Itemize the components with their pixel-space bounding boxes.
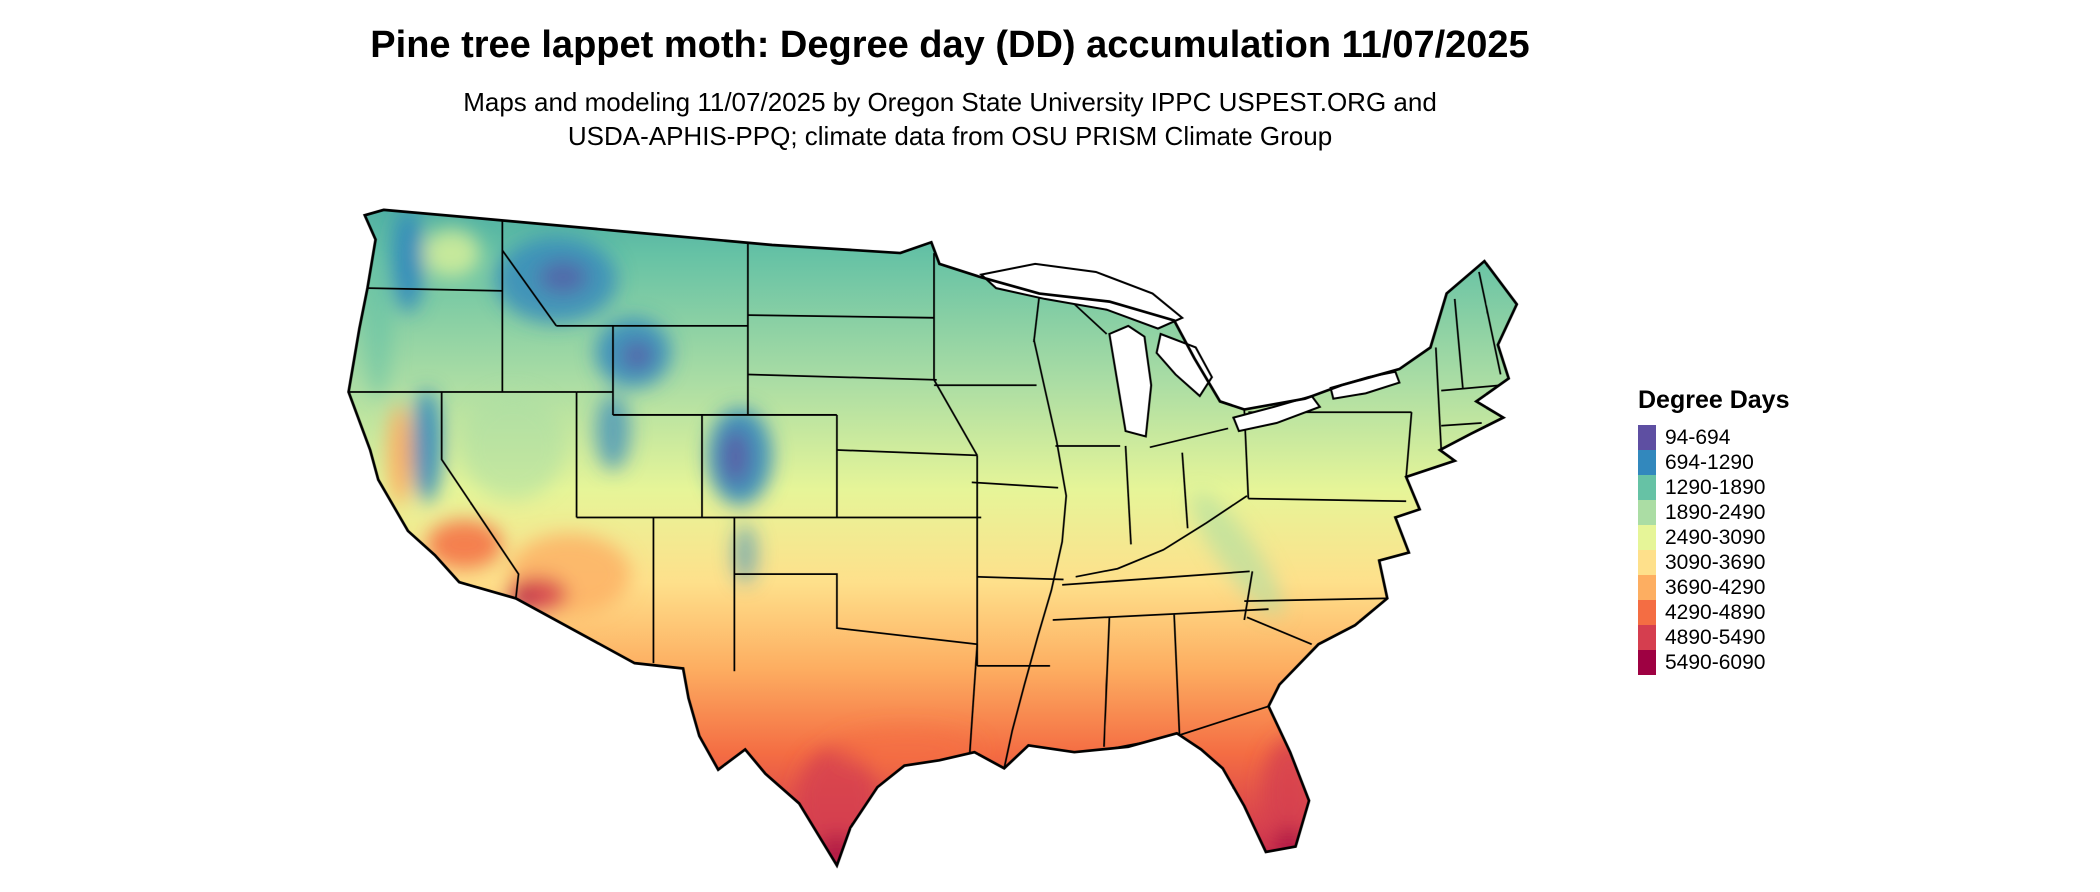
us-outline xyxy=(347,208,1519,869)
state-borders xyxy=(348,220,1502,769)
legend-row: 94-694 xyxy=(1638,425,1789,450)
legend-label: 5490-6090 xyxy=(1665,651,1766,674)
legend-label: 694-1290 xyxy=(1665,451,1754,474)
legend-row: 4290-4890 xyxy=(1638,600,1789,625)
legend-swatch xyxy=(1638,425,1656,450)
lake-michigan xyxy=(1108,324,1153,438)
legend-label: 4290-4890 xyxy=(1665,601,1766,624)
legend-swatch xyxy=(1638,550,1656,575)
legend-swatch xyxy=(1638,650,1656,675)
lake-erie xyxy=(1232,394,1322,433)
legend-title: Degree Days xyxy=(1638,386,1790,414)
legend-row: 2490-3090 xyxy=(1638,525,1789,550)
us-degree-day-map xyxy=(300,168,1595,883)
lake-huron xyxy=(1155,332,1214,398)
legend-row: 3090-3690 xyxy=(1638,550,1789,575)
legend-label: 94-694 xyxy=(1665,426,1731,449)
legend-row: 5490-6090 xyxy=(1638,650,1789,675)
legend-label: 3690-4290 xyxy=(1665,576,1766,599)
legend-row: 4890-5490 xyxy=(1638,625,1789,650)
legend-label: 1290-1890 xyxy=(1665,476,1766,499)
legend-swatch xyxy=(1638,500,1656,525)
lake-superior xyxy=(979,262,1185,330)
legend-swatch xyxy=(1638,600,1656,625)
legend-row: 694-1290 xyxy=(1638,450,1789,475)
legend: Degree Days 94-694 694-1290 1290-1890 18… xyxy=(1638,386,1789,675)
legend-row: 1890-2490 xyxy=(1638,500,1789,525)
map-subtitle: Maps and modeling 11/07/2025 by Oregon S… xyxy=(0,85,1900,153)
map-subtitle-line1: Maps and modeling 11/07/2025 by Oregon S… xyxy=(463,87,1437,117)
us-map-svg xyxy=(347,208,1519,869)
header: Pine tree lappet moth: Degree day (DD) a… xyxy=(0,24,1900,153)
map-title: Pine tree lappet moth: Degree day (DD) a… xyxy=(370,24,1530,66)
legend-label: 4890-5490 xyxy=(1665,626,1766,649)
great-lakes xyxy=(979,262,1401,438)
legend-row: 3690-4290 xyxy=(1638,575,1789,600)
legend-label: 1890-2490 xyxy=(1665,501,1766,524)
legend-swatch xyxy=(1638,475,1656,500)
legend-label: 2490-3090 xyxy=(1665,526,1766,549)
legend-swatch xyxy=(1638,450,1656,475)
legend-swatch xyxy=(1638,525,1656,550)
legend-swatch xyxy=(1638,625,1656,650)
legend-row: 1290-1890 xyxy=(1638,475,1789,500)
degree-day-raster xyxy=(348,209,1517,866)
legend-swatch xyxy=(1638,575,1656,600)
legend-label: 3090-3690 xyxy=(1665,551,1766,574)
map-subtitle-line2: USDA-APHIS-PPQ; climate data from OSU PR… xyxy=(567,121,1333,151)
